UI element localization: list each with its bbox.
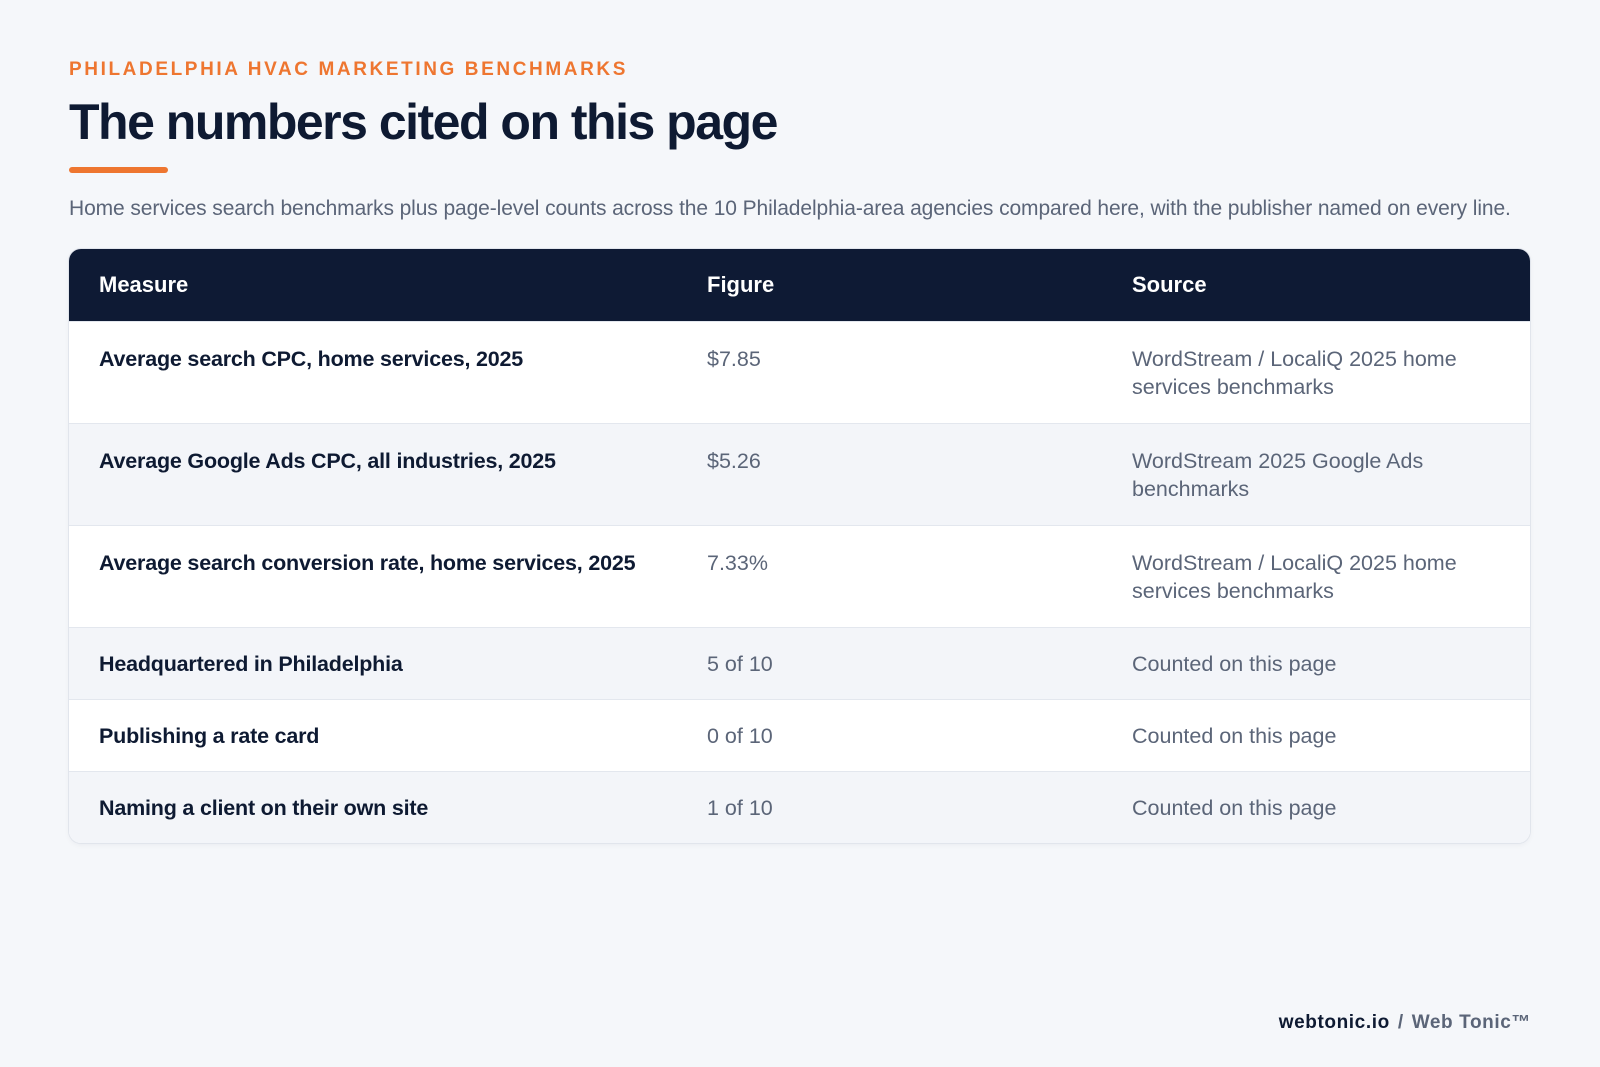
table-header-row: Measure Figure Source	[69, 249, 1530, 321]
column-header-source: Source	[1132, 271, 1207, 297]
page-title: The numbers cited on this page	[69, 94, 778, 150]
cell-measure: Headquartered in Philadelphia	[99, 651, 403, 676]
cell-source: Counted on this page	[1132, 795, 1337, 820]
table-row: Average search conversion rate, home ser…	[69, 525, 1530, 627]
cell-source: WordStream 2025 Google Ads benchmarks	[1132, 448, 1424, 501]
page-subtitle: Home services search benchmarks plus pag…	[69, 197, 1511, 220]
benchmarks-table-card: Measure Figure Source Average search CPC…	[69, 249, 1530, 843]
title-underline-accent	[69, 167, 168, 173]
cell-figure: 5 of 10	[707, 651, 773, 676]
footer-url: webtonic.io	[1278, 1012, 1390, 1033]
cell-source: WordStream / LocaliQ 2025 home services …	[1132, 346, 1457, 399]
cell-source: Counted on this page	[1132, 651, 1337, 676]
table-row: Average search CPC, home services, 2025 …	[69, 321, 1530, 423]
cell-source: Counted on this page	[1132, 723, 1337, 748]
cell-measure: Average search conversion rate, home ser…	[99, 550, 636, 575]
column-header-figure: Figure	[707, 271, 775, 297]
table-row: Headquartered in Philadelphia 5 of 10 Co…	[69, 627, 1530, 699]
cell-figure: 1 of 10	[707, 795, 773, 820]
cell-figure: $7.85	[707, 346, 761, 371]
cell-figure: 0 of 10	[707, 723, 773, 748]
cell-measure: Naming a client on their own site	[99, 795, 429, 820]
cell-measure: Average search CPC, home services, 2025	[99, 346, 524, 371]
cell-figure: $5.26	[707, 448, 761, 473]
table-row: Publishing a rate card 0 of 10 Counted o…	[69, 699, 1530, 771]
cell-measure: Publishing a rate card	[99, 723, 320, 748]
eyebrow-label: PHILADELPHIA HVAC MARKETING BENCHMARKS	[69, 59, 629, 80]
column-header-measure: Measure	[99, 271, 189, 297]
cell-figure: 7.33%	[707, 550, 768, 575]
footer-brand-name: Web Tonic™	[1411, 1012, 1531, 1033]
cell-measure: Average Google Ads CPC, all industries, …	[99, 448, 556, 473]
table-row: Average Google Ads CPC, all industries, …	[69, 423, 1530, 525]
table-body: Average search CPC, home services, 2025 …	[69, 321, 1530, 843]
table-row: Naming a client on their own site 1 of 1…	[69, 771, 1530, 843]
footer-separator: /	[1397, 1012, 1404, 1033]
benchmarks-page: PHILADELPHIA HVAC MARKETING BENCHMARKS T…	[69, 58, 1530, 843]
benchmarks-table: Measure Figure Source Average search CPC…	[69, 249, 1530, 843]
footer-brand: webtonic.io / Web Tonic™	[1279, 1012, 1531, 1034]
cell-source: WordStream / LocaliQ 2025 home services …	[1132, 550, 1457, 603]
table-header: Measure Figure Source	[69, 249, 1530, 321]
